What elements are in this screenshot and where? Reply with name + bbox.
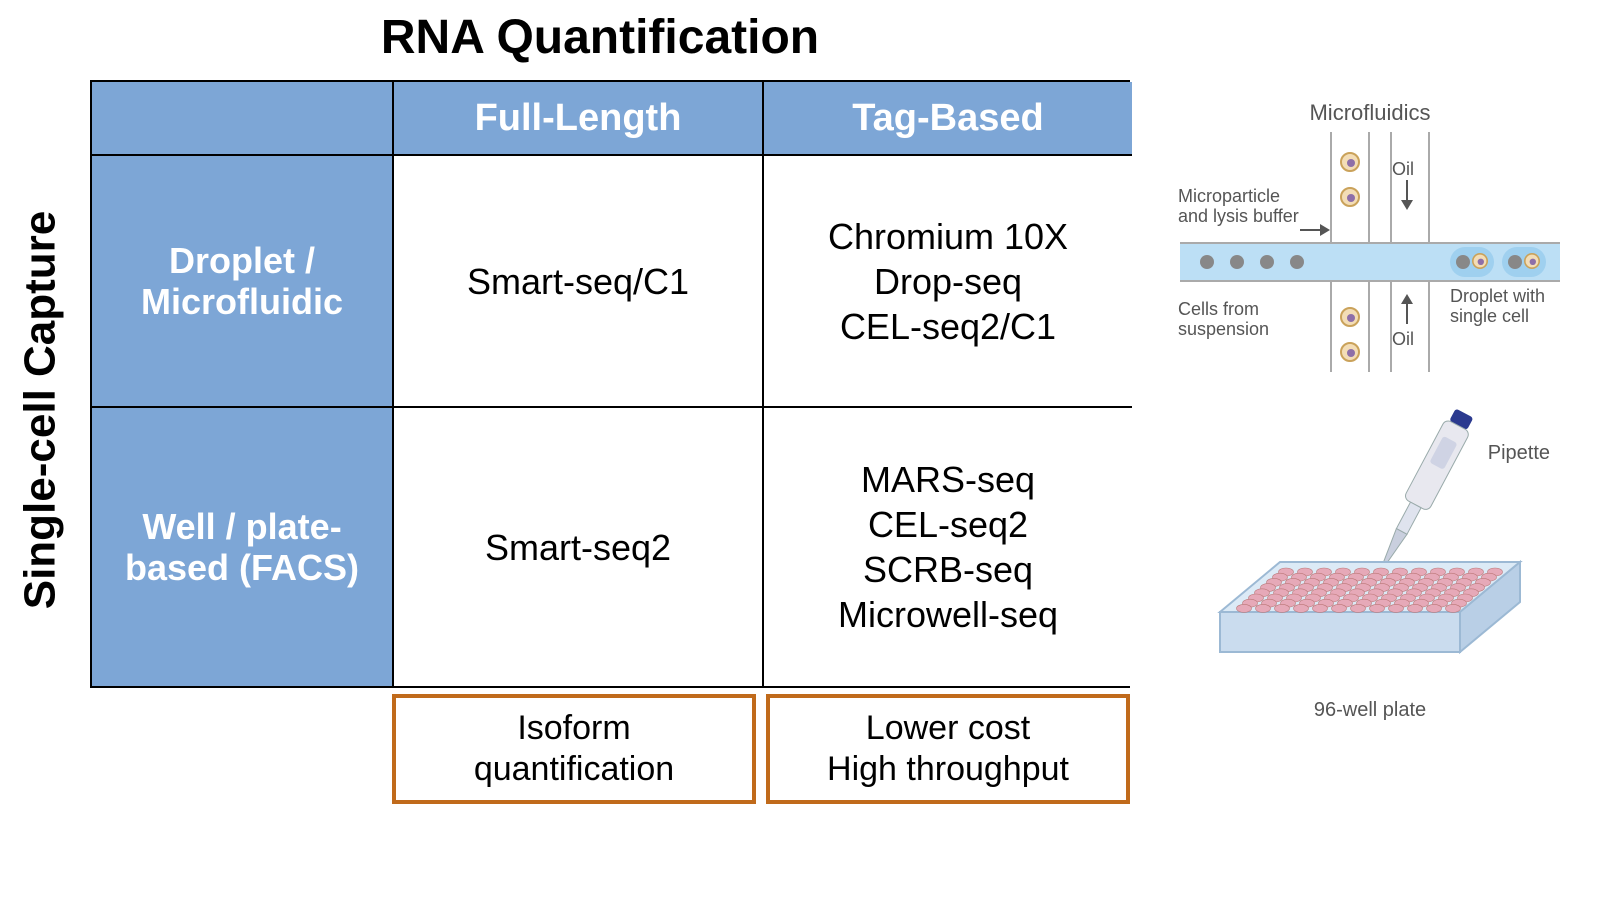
droplet-icon [1450, 247, 1494, 277]
droplet-icon [1502, 247, 1546, 277]
microfluidics-title: Microfluidics [1170, 100, 1570, 126]
cell-droplet-full-length: Smart-seq/C1 [392, 156, 762, 406]
mf-label-oil-top: Oil [1392, 160, 1414, 180]
cell-icon [1340, 187, 1360, 207]
note-tag-based: Lower cost High throughput [766, 694, 1130, 804]
top-axis-title: RNA Quantification [0, 10, 1200, 65]
col-header-tag-based: Tag-Based [762, 82, 1132, 156]
left-axis-title-text: Single-cell Capture [15, 211, 65, 610]
cell-icon [1524, 253, 1540, 269]
left-axis-title: Single-cell Capture [10, 130, 70, 690]
stage: RNA Quantification Single-cell Capture F… [0, 0, 1600, 900]
bead-icon [1508, 255, 1522, 269]
arrow-icon [1401, 200, 1413, 210]
arrow-icon [1320, 224, 1330, 236]
cell-plate-tag-based: MARS-seq CEL-seq2 SCRB-seq Microwell-seq [762, 406, 1132, 686]
note-full-length: Isoform quantification [392, 694, 756, 804]
bead-icon [1200, 255, 1214, 269]
table-corner [92, 82, 392, 156]
mf-label-cells: Cells from suspension [1178, 300, 1269, 340]
cell-plate-full-length: Smart-seq2 [392, 406, 762, 686]
plate-diagram: Pipette 96-well plate [1180, 402, 1560, 722]
col-header-full-length: Full-Length [392, 82, 762, 156]
column-notes: Isoform quantification Lower cost High t… [392, 694, 1130, 804]
bead-icon [1260, 255, 1274, 269]
arrow-icon [1300, 229, 1322, 231]
well-plate-icon [1210, 552, 1540, 702]
cell-droplet-tag-based: Chromium 10X Drop-seq CEL-seq2/C1 [762, 156, 1132, 406]
mf-label-droplet: Droplet with single cell [1450, 287, 1545, 327]
arrow-icon [1401, 294, 1413, 304]
bead-icon [1230, 255, 1244, 269]
bead-icon [1290, 255, 1304, 269]
arrow-icon [1406, 302, 1408, 324]
row-header-droplet: Droplet / Microfluidic [92, 156, 392, 406]
row-header-plate: Well / plate- based (FACS) [92, 406, 392, 686]
cell-icon [1472, 253, 1488, 269]
cell-icon [1340, 152, 1360, 172]
mf-label-oil-bottom: Oil [1392, 330, 1414, 350]
bead-icon [1456, 255, 1470, 269]
side-diagrams: Microfluidics O [1170, 100, 1570, 800]
mf-label-microparticle: Microparticle and lysis buffer [1178, 187, 1299, 227]
cell-icon [1340, 342, 1360, 362]
arrow-icon [1406, 180, 1408, 202]
pipette-label: Pipette [1488, 442, 1550, 465]
microfluidics-diagram: Oil Oil Microparticle and lysis buffer C… [1180, 132, 1560, 372]
cell-icon [1340, 307, 1360, 327]
methods-table: Full-Length Tag-Based Droplet / Microflu… [90, 80, 1130, 688]
plate-caption: 96-well plate [1180, 699, 1560, 722]
